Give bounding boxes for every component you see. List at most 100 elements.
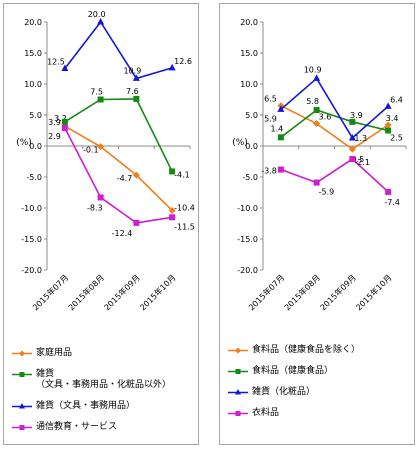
right-chart-panel: (%) -20.0 -15.0 -10.0 -5.0 0.0 5.0 10.0 15.0 20.0… — [219, 3, 415, 445]
y-tick-label: -15.0 — [21, 235, 42, 244]
data-label-3-3: 1.3 — [354, 134, 367, 143]
data-point-4-1 — [61, 125, 68, 132]
data-point-4-4 — [169, 214, 176, 221]
data-point-2-3 — [349, 118, 356, 125]
data-label-3-1: 12.5 — [47, 58, 65, 67]
data-label-2-1: 3.9 — [48, 118, 61, 127]
data-point-3-4 — [168, 63, 176, 71]
data-label-2-3: 3.9 — [350, 111, 363, 120]
legend-swatch-square — [228, 366, 250, 377]
left-line-chart: (%) -20.0 -15.0 -10.0 -5.0 0.0 5.0 10.0 15.0 20.0… — [16, 10, 195, 312]
data-label-1-3: -0.5 — [349, 155, 365, 164]
data-point-4-1 — [277, 166, 284, 173]
data-label-3-4: 6.4 — [390, 95, 403, 104]
y-axis-label: (%) — [232, 138, 248, 148]
data-point-2-3 — [133, 95, 140, 102]
data-label-4-1: 2.9 — [48, 132, 61, 141]
legend-swatch-diamond — [12, 348, 34, 359]
series-line-2 — [280, 109, 389, 138]
series-line-3 — [280, 77, 389, 140]
legend-swatch-graphic — [228, 369, 248, 374]
legend-marker — [235, 411, 241, 416]
data-label-1-3: -4.7 — [117, 174, 133, 183]
data-point-1-3 — [348, 145, 356, 153]
series-line-3 — [64, 20, 173, 80]
data-point-1-4 — [168, 206, 176, 214]
x-tick-label: 2015年07月 — [246, 272, 286, 312]
series-line-1 — [64, 125, 173, 212]
y-tick-label: -5.0 — [26, 173, 42, 182]
legend-item-correspondence-education: 通信教育・サービス — [12, 422, 194, 433]
data-point-4-3 — [349, 156, 356, 163]
left-chart-panel: (%) -20.0 -15.0 -10.0 -5.0 0.0 5.0 10.0 15.0 20.0… — [3, 3, 199, 445]
data-point-2-1 — [277, 134, 284, 141]
data-label-2-2: 7.5 — [90, 88, 103, 97]
y-tick-label: -5.0 — [242, 173, 258, 182]
y-tick-label: -10.0 — [237, 204, 258, 213]
legend-swatch-graphic — [12, 425, 32, 430]
data-label-1-2: 3.6 — [319, 113, 332, 122]
legend-item-household-goods: 家庭用品 — [12, 348, 194, 359]
y-tick-label: 20.0 — [24, 18, 42, 27]
legend-swatch-graphic — [12, 350, 32, 357]
data-point-4-3 — [133, 219, 140, 226]
legend-marker — [235, 347, 241, 354]
x-tick-label: 2015年09月 — [102, 272, 142, 312]
legend-item-clothing: 衣料品 — [228, 408, 410, 419]
data-label-3-1: 5.9 — [264, 114, 277, 123]
data-point-2-4 — [169, 168, 176, 175]
legend-marker — [19, 403, 25, 409]
data-label-3-4: 12.6 — [174, 57, 192, 66]
legend-marker — [235, 389, 241, 395]
data-point-4-2 — [97, 194, 104, 201]
data-label-4-4: -7.4 — [384, 198, 400, 207]
data-point-3-1 — [277, 105, 285, 112]
data-label-4-3: -12.4 — [112, 229, 133, 238]
legend-swatch-graphic — [12, 403, 32, 409]
data-point-1-2 — [313, 120, 321, 128]
data-point-2-4 — [385, 127, 392, 134]
data-point-4-4 — [385, 188, 392, 195]
data-label-1-4: -10.4 — [174, 203, 195, 212]
series-line-2 — [64, 98, 173, 172]
legend-marker — [19, 350, 25, 357]
data-point-2-1 — [61, 118, 68, 125]
data-point-3-4 — [384, 102, 392, 109]
data-point-3-2 — [313, 74, 321, 81]
left-chart-legend: 家庭用品 雑貨 （文具・事務用品・化粧品以外） 雑貨（文具・事務用品） 通信教育… — [12, 348, 194, 443]
legend-swatch-graphic — [228, 411, 248, 416]
legend-item-health-food: 食料品（健康食品） — [228, 366, 410, 377]
y-tick-label: 5.0 — [245, 111, 258, 120]
data-label-1-4: 3.4 — [386, 114, 399, 123]
y-tick-label: 5.0 — [29, 111, 42, 120]
legend-swatch-graphic — [12, 372, 32, 377]
data-point-3-3 — [132, 74, 140, 81]
y-tick-label: -10.0 — [21, 204, 42, 213]
legend-swatch-graphic — [228, 389, 248, 395]
x-tick-label: 2015年08月 — [282, 272, 322, 312]
data-label-1-1: 6.5 — [264, 95, 277, 104]
series-line-4 — [64, 127, 173, 224]
series-line-4 — [280, 158, 389, 193]
x-tick-label: 2015年10月 — [354, 272, 394, 312]
x-tick-label: 2015年07月 — [30, 272, 70, 312]
x-tick-label: 2015年08月 — [66, 272, 106, 312]
y-axis-label: (%) — [16, 138, 32, 148]
data-point-4-2 — [313, 179, 320, 186]
data-label-2-1: 1.4 — [271, 124, 284, 133]
y-tick-label: 20.0 — [240, 18, 258, 27]
data-label-4-1: -3.8 — [261, 167, 277, 176]
data-label-1-2: -0.1 — [83, 146, 99, 155]
data-point-1-2 — [97, 143, 105, 151]
data-point-1-4 — [384, 121, 392, 129]
legend-swatch-triangle — [12, 401, 34, 412]
legend-marker — [19, 425, 25, 430]
data-point-3-1 — [61, 64, 69, 71]
right-chart-legend: 食料品（健康食品を除く） 食料品（健康食品） 雑貨（化粧品） 衣料品 — [228, 345, 410, 429]
data-label-4-3: -2.1 — [354, 158, 370, 167]
data-label-3-2: 20.0 — [88, 10, 106, 19]
data-label-4-2: -8.3 — [87, 203, 103, 212]
y-tick-label: -20.0 — [237, 266, 258, 275]
legend-swatch-graphic — [228, 347, 248, 354]
legend-marker — [235, 369, 241, 374]
